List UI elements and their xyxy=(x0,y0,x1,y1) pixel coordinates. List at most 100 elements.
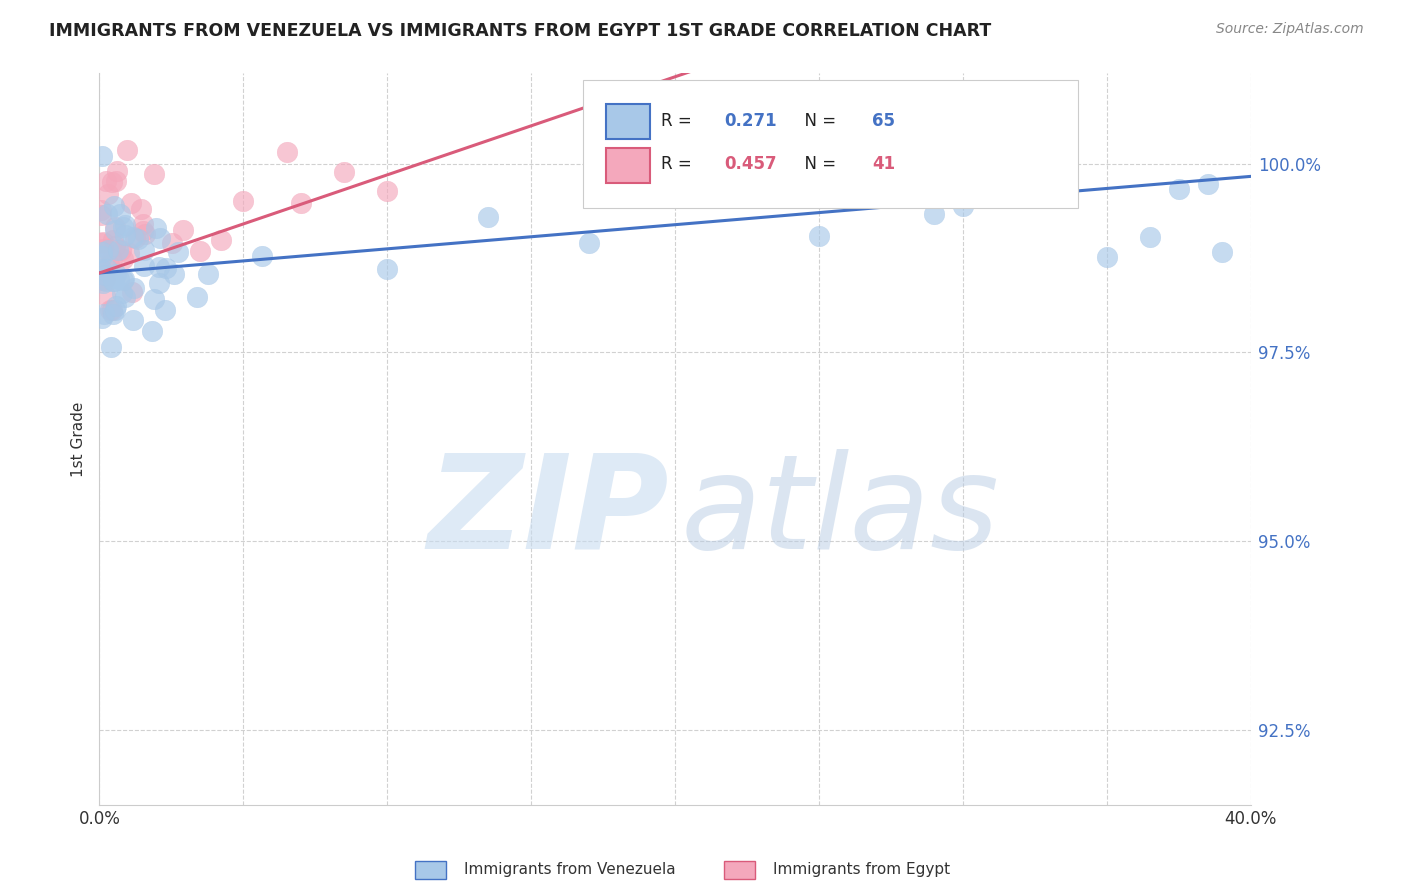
Point xyxy=(142,167,165,181)
Point xyxy=(1211,245,1233,260)
Point xyxy=(90,149,112,163)
Point xyxy=(290,196,312,211)
Text: Immigrants from Egypt: Immigrants from Egypt xyxy=(773,863,950,877)
Point xyxy=(103,239,125,253)
Text: 41: 41 xyxy=(872,155,896,173)
Point xyxy=(121,195,143,210)
Point xyxy=(94,287,117,301)
Point xyxy=(94,275,117,289)
Point xyxy=(375,184,398,198)
Point xyxy=(103,274,125,288)
Point xyxy=(141,324,163,338)
FancyBboxPatch shape xyxy=(606,103,650,139)
Point xyxy=(122,230,145,244)
Point xyxy=(91,242,114,256)
Text: R =: R = xyxy=(661,155,697,173)
Point xyxy=(90,203,112,218)
Point xyxy=(122,313,145,327)
Point xyxy=(114,290,136,304)
Point xyxy=(808,229,831,244)
Point xyxy=(132,217,155,231)
Point xyxy=(149,231,172,245)
Point xyxy=(122,281,145,295)
Point xyxy=(114,218,136,232)
Point xyxy=(103,199,125,213)
Point xyxy=(112,272,135,286)
Point xyxy=(1139,230,1161,244)
Text: Immigrants from Venezuela: Immigrants from Venezuela xyxy=(464,863,676,877)
Point xyxy=(104,223,127,237)
Point xyxy=(91,235,114,249)
Point xyxy=(118,246,141,260)
Point xyxy=(90,272,112,286)
Point xyxy=(110,244,132,258)
Point xyxy=(103,274,125,288)
Point xyxy=(101,307,124,321)
Point xyxy=(209,233,232,247)
Text: 0.271: 0.271 xyxy=(724,112,778,129)
Point xyxy=(105,268,128,282)
Point xyxy=(90,261,112,276)
Point xyxy=(162,236,184,251)
Point xyxy=(110,285,132,300)
Text: N =: N = xyxy=(793,155,841,173)
Point xyxy=(104,174,127,188)
Text: ZIP: ZIP xyxy=(427,449,669,575)
Point xyxy=(93,276,115,290)
Point xyxy=(94,271,117,285)
Point xyxy=(112,252,135,266)
Point xyxy=(1197,178,1219,192)
Text: N =: N = xyxy=(793,112,841,129)
Point xyxy=(127,232,149,246)
Point xyxy=(197,268,219,282)
Point xyxy=(97,186,120,201)
Point xyxy=(91,244,114,259)
Point xyxy=(188,244,211,258)
Point xyxy=(94,268,117,282)
Text: R =: R = xyxy=(661,112,697,129)
Point xyxy=(121,285,143,299)
Point xyxy=(232,194,254,208)
Point xyxy=(98,302,121,317)
Point xyxy=(721,149,744,163)
Point xyxy=(96,207,118,221)
Point xyxy=(952,199,974,213)
Point xyxy=(252,249,274,263)
Point xyxy=(115,143,138,157)
Point xyxy=(93,307,115,321)
FancyBboxPatch shape xyxy=(583,80,1078,209)
Point xyxy=(132,243,155,257)
Point xyxy=(124,231,146,245)
Point xyxy=(108,272,131,286)
Point xyxy=(1095,250,1118,264)
Text: atlas: atlas xyxy=(681,449,1000,575)
Point xyxy=(101,303,124,318)
Point xyxy=(865,134,887,148)
Point xyxy=(922,206,945,220)
Point xyxy=(155,260,177,275)
Text: Source: ZipAtlas.com: Source: ZipAtlas.com xyxy=(1216,22,1364,37)
Point xyxy=(1167,182,1189,196)
Point xyxy=(107,243,129,257)
Point xyxy=(112,219,135,234)
Point xyxy=(155,302,177,317)
Point xyxy=(91,249,114,263)
Point xyxy=(132,259,155,273)
FancyBboxPatch shape xyxy=(606,148,650,183)
Point xyxy=(664,176,686,190)
Point xyxy=(145,220,167,235)
Point xyxy=(172,223,194,237)
Text: 0.457: 0.457 xyxy=(724,155,778,173)
Point xyxy=(148,276,170,290)
Point xyxy=(101,252,124,266)
Point xyxy=(166,245,188,260)
Point xyxy=(333,164,356,178)
Point xyxy=(578,236,600,251)
Point xyxy=(98,258,121,272)
Point xyxy=(142,292,165,306)
Point xyxy=(101,233,124,247)
Point xyxy=(186,290,208,304)
Point xyxy=(97,244,120,258)
Point xyxy=(110,207,132,221)
Point xyxy=(91,310,114,325)
